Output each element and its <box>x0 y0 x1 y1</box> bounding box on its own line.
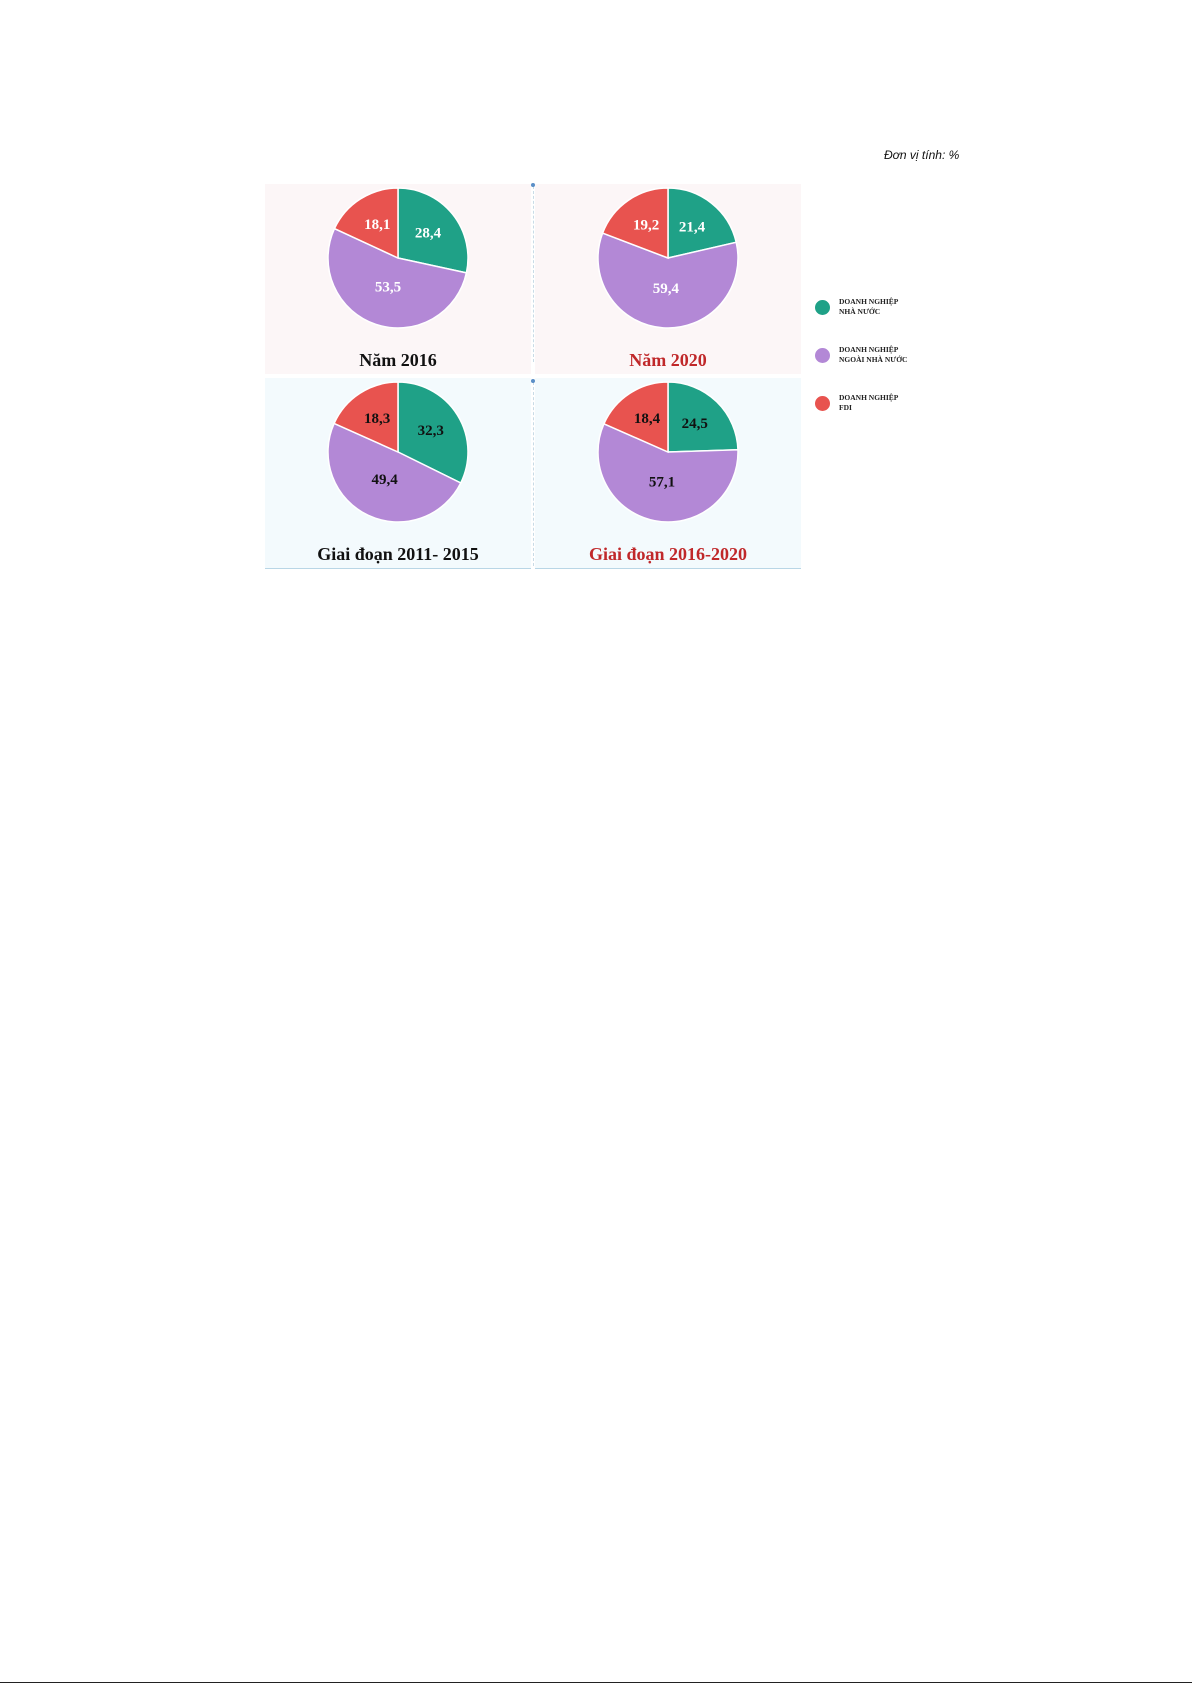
pie-slice-nonstate-2011-2015 <box>327 422 462 523</box>
data-label-state-2016-2020: 24,5 <box>682 416 708 432</box>
pie-slice-nonstate-2016-2020 <box>597 422 739 523</box>
legend-swatch-nonstate <box>815 348 830 363</box>
legend-item-state: DOANH NGHIỆP NHÀ NƯỚC <box>815 296 955 344</box>
panel-divider-top <box>533 186 534 362</box>
data-label-fdi-2016-2020: 18,4 <box>634 411 661 427</box>
legend-label-state: DOANH NGHIỆP NHÀ NƯỚC <box>839 297 959 317</box>
legend-label-nonstate-line2: NGOÀI NHÀ NƯỚC <box>839 355 908 364</box>
pie-slice-fdi-2011-2015 <box>333 381 399 454</box>
legend-swatch-state <box>815 300 830 315</box>
data-label-nonstate-2016: 53,5 <box>375 279 401 295</box>
chart-title-2016-2020: Giai đoạn 2016-2020 <box>588 544 748 564</box>
pie-chart-2016-2020: 24,5 57,1 18,4 <box>597 381 739 523</box>
legend-label-fdi-line1: DOANH NGHIỆP <box>839 393 899 402</box>
legend-label-fdi-line2: FDI <box>839 403 852 412</box>
legend-label-state-line2: NHÀ NƯỚC <box>839 307 881 316</box>
data-label-nonstate-2020: 59,4 <box>653 281 680 297</box>
chart-panel-2011-2015: 32,3 49,4 18,3 Giai đoạn 2011- 2015 <box>265 378 531 569</box>
chart-panel-2020: 21,4 59,4 19,2 Năm 2020 <box>535 184 801 374</box>
chart-title-2016: Năm 2016 <box>359 350 437 370</box>
legend-label-nonstate-line1: DOANH NGHIỆP <box>839 345 899 354</box>
legend-swatch-fdi <box>815 396 830 411</box>
pie-chart-2011-2015: 32,3 49,4 18,3 <box>327 381 469 523</box>
pie-slice-nonstate-2016 <box>327 227 468 329</box>
chart-panel-2016-2020: 24,5 57,1 18,4 Giai đoạn 2016-2020 <box>535 378 801 569</box>
pie-slice-fdi-2016 <box>333 187 399 260</box>
chart-panel-2016: 28,4 53,5 18,1 Năm 2016 <box>265 184 531 374</box>
pie-slice-fdi-2020 <box>601 187 669 260</box>
chart-title-2020: Năm 2020 <box>629 350 707 370</box>
pie-chart-2016: 28,4 53,5 18,1 <box>327 187 469 329</box>
data-label-fdi-2020: 19,2 <box>633 218 659 234</box>
legend-label-nonstate: DOANH NGHIỆP NGOÀI NHÀ NƯỚC <box>839 345 959 365</box>
pie-slice-nonstate-2020 <box>597 232 739 329</box>
panel-divider-bottom <box>533 382 534 566</box>
pie-slice-fdi-2016-2020 <box>602 381 669 454</box>
pie-slice-state-2016-2020 <box>667 381 739 453</box>
legend-label-fdi: DOANH NGHIỆP FDI <box>839 393 959 413</box>
data-label-nonstate-2011-2015: 49,4 <box>371 472 398 488</box>
unit-note: Đơn vị tính: % <box>884 148 960 162</box>
chart-title-2011-2015: Giai đoạn 2011- 2015 <box>317 544 479 564</box>
divider-dot-top <box>531 183 535 187</box>
legend-item-fdi: DOANH NGHIỆP FDI <box>815 392 955 440</box>
data-label-fdi-2011-2015: 18,3 <box>364 411 390 427</box>
legend-item-nonstate: DOANH NGHIỆP NGOÀI NHÀ NƯỚC <box>815 344 955 392</box>
data-label-state-2011-2015: 32,3 <box>418 423 444 439</box>
data-label-state-2020: 21,4 <box>679 219 706 235</box>
data-label-fdi-2016: 18,1 <box>364 217 390 233</box>
pie-slice-state-2016 <box>397 187 469 274</box>
pie-slice-state-2011-2015 <box>397 381 469 484</box>
legend-label-state-line1: DOANH NGHIỆP <box>839 297 899 306</box>
data-label-state-2016: 28,4 <box>415 225 442 241</box>
pie-chart-2020: 21,4 59,4 19,2 <box>597 187 739 329</box>
divider-dot-bottom <box>531 379 535 383</box>
page-footer-rule <box>0 1682 1192 1683</box>
legend: DOANH NGHIỆP NHÀ NƯỚC DOANH NGHIỆP NGOÀI… <box>815 296 955 440</box>
data-label-nonstate-2016-2020: 57,1 <box>649 474 675 490</box>
pie-slice-state-2020 <box>667 187 738 259</box>
